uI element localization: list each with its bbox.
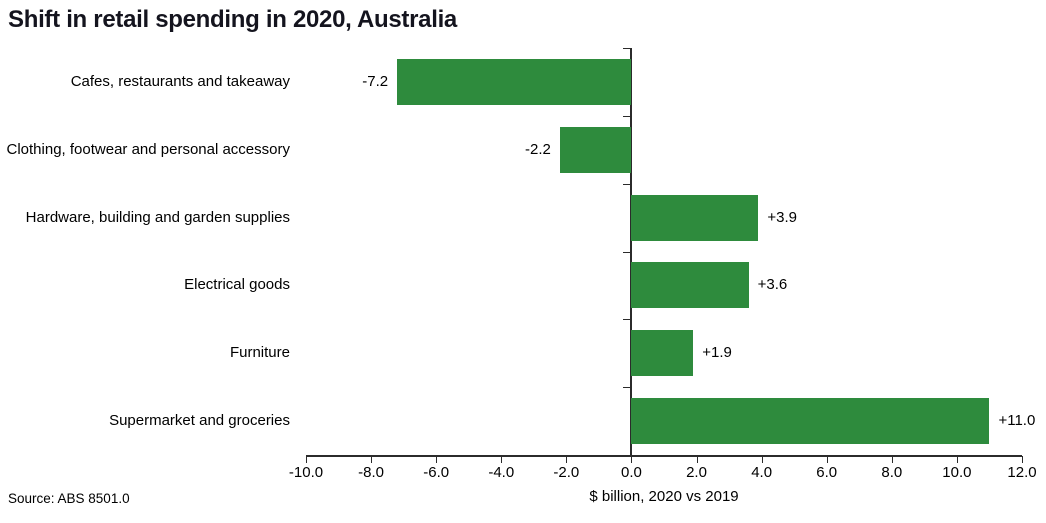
bar <box>631 330 694 376</box>
x-axis-tick <box>436 456 438 463</box>
x-tick-label: -4.0 <box>488 464 515 481</box>
x-axis-tick <box>501 456 503 463</box>
category-label: Hardware, building and garden supplies <box>25 209 290 226</box>
bar <box>631 262 749 308</box>
value-label: +1.9 <box>702 344 732 361</box>
x-tick-label: 4.0 <box>751 464 773 481</box>
category-tick <box>623 116 631 117</box>
zero-axis-line <box>630 48 633 455</box>
x-axis-tick <box>891 456 893 463</box>
category-tick <box>623 319 631 320</box>
bar <box>559 127 632 173</box>
category-label: Cafes, restaurants and takeaway <box>70 73 290 90</box>
x-tick-label: 10.0 <box>942 464 972 481</box>
x-axis-line <box>306 455 1022 457</box>
x-tick-label: 12.0 <box>1007 464 1037 481</box>
category-tick <box>623 48 631 49</box>
x-axis-tick <box>956 456 958 463</box>
category-tick <box>623 387 631 388</box>
x-tick-label: 0.0 <box>621 464 642 481</box>
x-axis-tick <box>566 456 568 463</box>
x-axis-tick <box>696 456 698 463</box>
value-label: +3.6 <box>757 276 788 293</box>
x-tick-label: 6.0 <box>816 464 838 481</box>
x-tick-label: 8.0 <box>881 464 903 481</box>
category-label: Furniture <box>229 344 290 361</box>
chart-title: Shift in retail spending in 2020, Austra… <box>8 6 457 33</box>
x-axis-tick <box>306 456 307 463</box>
x-axis-tick <box>826 456 828 463</box>
value-label: -7.2 <box>362 73 389 90</box>
source-note: Source: ABS 8501.0 <box>8 491 130 506</box>
bar <box>631 195 759 241</box>
x-tick-label: -2.0 <box>553 464 580 481</box>
x-tick-label: -10.0 <box>288 464 324 481</box>
x-tick-label: 2.0 <box>686 464 707 481</box>
bar <box>631 398 990 444</box>
value-label: +3.9 <box>767 209 797 226</box>
x-axis-tick <box>761 456 763 463</box>
category-label: Supermarket and groceries <box>109 412 290 429</box>
value-label: +11.0 <box>998 412 1036 429</box>
x-tick-label: -8.0 <box>358 464 384 481</box>
x-tick-label: -6.0 <box>423 464 450 481</box>
category-tick <box>623 184 631 185</box>
bar <box>397 59 632 105</box>
category-label: Clothing, footwear and personal accessor… <box>6 141 291 158</box>
category-label: Electrical goods <box>184 276 290 293</box>
x-axis-tick <box>1022 456 1023 463</box>
x-axis-title: $ billion, 2020 vs 2019 <box>589 488 739 505</box>
category-tick <box>623 252 631 253</box>
x-axis-tick <box>631 456 633 463</box>
x-axis-tick <box>371 456 373 463</box>
value-label: -2.2 <box>525 141 551 158</box>
